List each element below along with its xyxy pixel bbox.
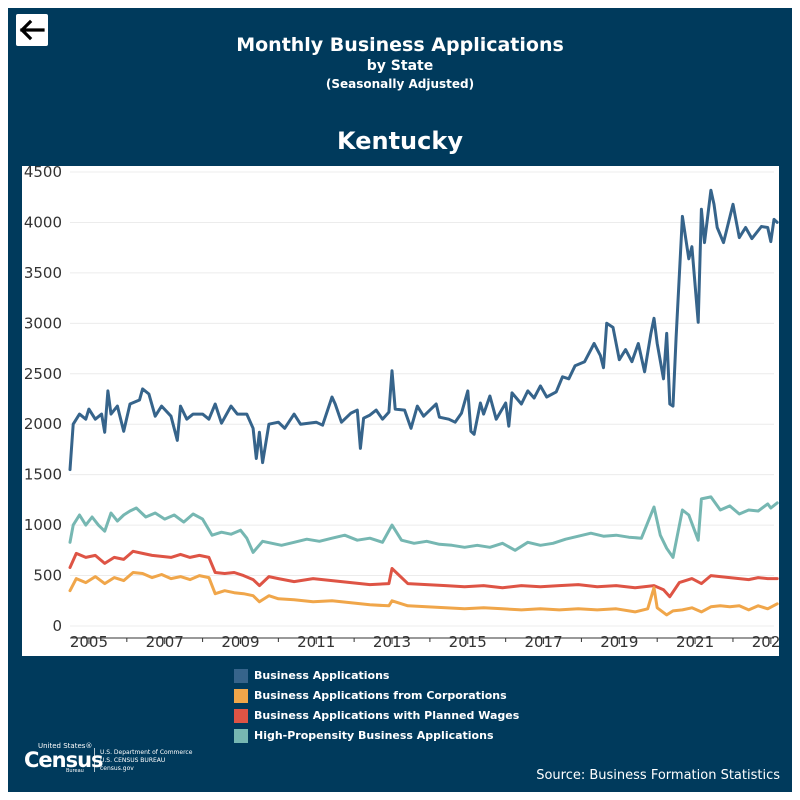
y-tick-label: 1500 <box>24 466 62 484</box>
legend-swatch <box>234 709 248 723</box>
state-name: Kentucky <box>337 127 463 155</box>
logo-wordmark: Census <box>24 748 104 772</box>
x-tick-label: 2013 <box>373 633 411 651</box>
y-tick-label: 0 <box>52 617 62 635</box>
legend-swatch <box>234 729 248 743</box>
x-tick-label: 2015 <box>449 633 487 651</box>
legend-label: Business Applications with Planned Wages <box>254 709 520 722</box>
x-tick-label: 2005 <box>70 633 108 651</box>
logo-dept-line: U.S. Department of Commerce <box>100 749 193 756</box>
y-tick-label: 4500 <box>24 166 62 181</box>
logo-dept-line: U.S. CENSUS BUREAU <box>100 757 166 764</box>
logo-tagline: United States® <box>38 742 93 750</box>
y-tick-label: 2500 <box>24 365 62 383</box>
x-tick-label: 2017 <box>524 633 562 651</box>
legend-label: Business Applications <box>254 669 390 682</box>
adjustment-note: (Seasonally Adjusted) <box>325 77 475 91</box>
series-line <box>68 549 779 599</box>
series-line <box>68 495 779 559</box>
logo-department: U.S. Department of Commerce U.S. CENSUS … <box>100 749 192 773</box>
line-chart: 0 500 1000 1500 2000 2500 3000 3500 4000 4500 2005… <box>24 166 779 651</box>
series-line <box>68 571 779 617</box>
x-tick-label: 2011 <box>297 633 335 651</box>
source-note: Source: Business Formation Statistics <box>536 768 780 783</box>
back-button[interactable] <box>16 14 48 46</box>
series-line <box>68 188 779 472</box>
legend-label: High-Propensity Business Applications <box>254 729 494 742</box>
chart-subtitle: by State <box>366 58 434 74</box>
chart-panel: 0 500 1000 1500 2000 2500 3000 3500 4000 4500 2005… <box>22 166 779 656</box>
legend-swatch <box>234 689 248 703</box>
census-logo[interactable]: United States® Census Bureau U.S. Depart… <box>24 742 194 776</box>
logo-divider <box>94 748 95 772</box>
y-tick-label: 3500 <box>24 264 62 282</box>
x-tick-label: 2021 <box>676 633 714 651</box>
legend-swatch <box>234 669 248 683</box>
back-arrow-icon <box>19 19 45 41</box>
y-tick-label: 500 <box>33 567 62 585</box>
x-tick-label: 2023 <box>752 633 779 651</box>
y-tick-label: 2000 <box>24 415 62 433</box>
legend-label: Business Applications from Corporations <box>254 689 507 702</box>
logo-dept-line: census.gov <box>100 765 134 772</box>
y-tick-label: 3000 <box>24 314 62 332</box>
x-tick-label: 2019 <box>600 633 638 651</box>
x-tick-label: 2007 <box>146 633 184 651</box>
y-tick-label: 1000 <box>24 516 62 534</box>
chart-title: Monthly Business Applications <box>236 34 564 56</box>
y-tick-label: 4000 <box>24 213 62 231</box>
x-tick-label: 2009 <box>221 633 259 651</box>
logo-bureau: Bureau <box>66 768 84 774</box>
